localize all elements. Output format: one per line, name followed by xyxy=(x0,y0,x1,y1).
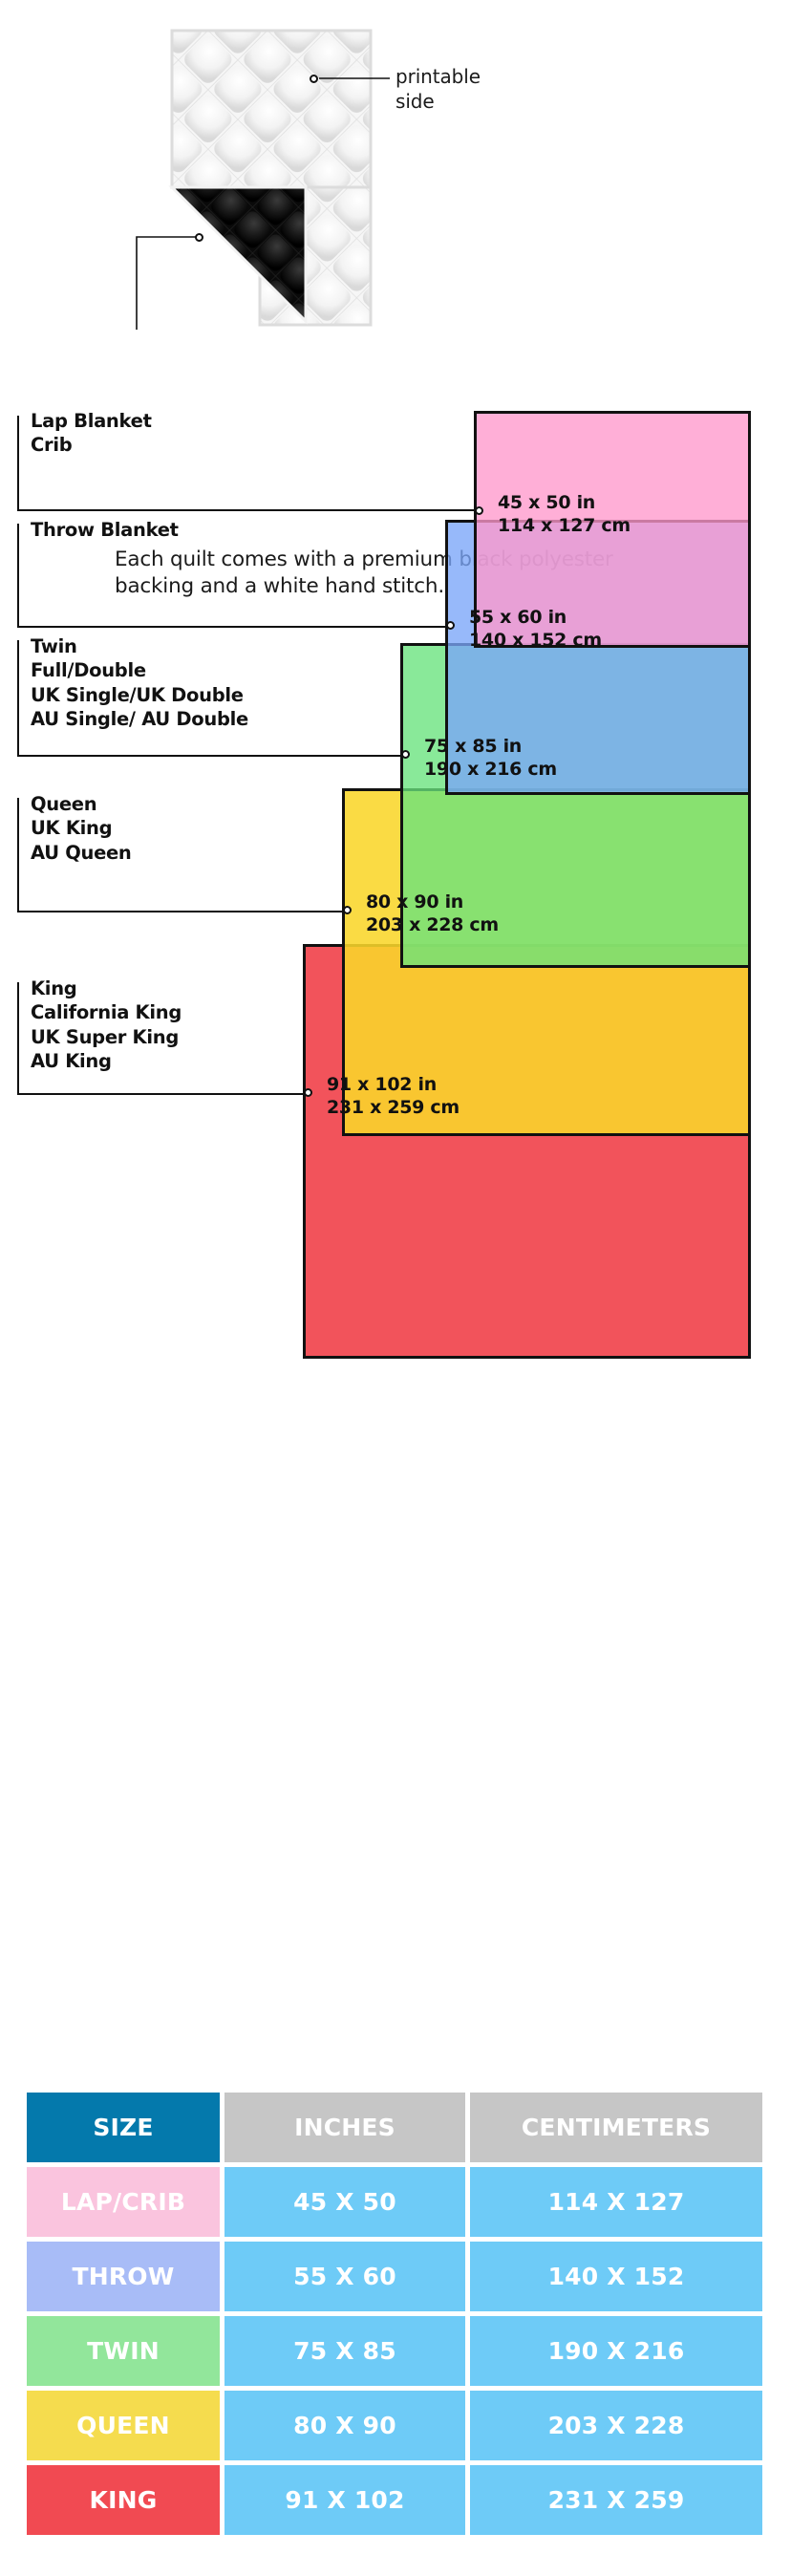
size-name: Full/Double xyxy=(31,659,146,682)
table-cell-inches: 80 X 90 xyxy=(224,2391,465,2460)
size-name: Twin xyxy=(31,635,77,657)
size-names-queen: Queen UK King AU Queen xyxy=(31,792,132,865)
size-name: Crib xyxy=(31,434,73,457)
quilt-illustration xyxy=(136,29,390,330)
size-table: SIZE INCHES CENTIMETERS LAP/CRIB 45 X 50… xyxy=(27,2093,762,2540)
dim-label-king: 91 x 102 in 231 x 259 cm xyxy=(327,1073,460,1120)
printable-side-dot-icon xyxy=(310,75,318,83)
table-cell-cm: 114 X 127 xyxy=(470,2167,762,2237)
table-header-centimeters: CENTIMETERS xyxy=(470,2093,762,2162)
table-cell-size: QUEEN xyxy=(27,2391,220,2460)
size-names-throw: Throw Blanket xyxy=(31,518,179,542)
table-cell-cm: 231 X 259 xyxy=(470,2465,762,2535)
dim-inches: 75 x 85 in xyxy=(424,736,523,757)
table-header-size: SIZE xyxy=(27,2093,220,2162)
bracket-queen xyxy=(17,798,346,912)
size-name: Throw Blanket xyxy=(31,519,179,541)
bracket-lap-crib xyxy=(17,416,478,511)
dim-cm: 140 x 152 cm xyxy=(469,630,602,652)
size-name: AU Queen xyxy=(31,841,132,864)
size-name: AU Single/ AU Double xyxy=(31,708,248,731)
size-rect-lap-crib xyxy=(474,411,751,648)
size-name: King xyxy=(31,977,77,999)
table-cell-size: LAP/CRIB xyxy=(27,2167,220,2237)
size-name: AU King xyxy=(31,1050,112,1073)
table-cell-cm: 203 X 228 xyxy=(470,2391,762,2460)
dim-cm: 190 x 216 cm xyxy=(424,759,557,781)
dim-label-throw: 55 x 60 in 140 x 152 cm xyxy=(469,606,602,653)
quilt-caption-line2: backing and a white hand stitch. xyxy=(115,574,444,599)
table-cell-size: THROW xyxy=(27,2242,220,2311)
quilt-black-backing xyxy=(168,185,308,325)
size-name: UK Single/UK Double xyxy=(31,683,244,706)
dim-inches: 55 x 60 in xyxy=(469,607,567,628)
table-header-inches: INCHES xyxy=(224,2093,465,2162)
size-name: Queen xyxy=(31,793,97,815)
bracket-twin xyxy=(17,640,404,757)
dim-inches: 91 x 102 in xyxy=(327,1074,437,1095)
table-cell-size: TWIN xyxy=(27,2316,220,2386)
table-row: THROW 55 X 60 140 X 152 xyxy=(27,2242,762,2311)
printable-side-label-line1: printable xyxy=(396,65,481,88)
dim-cm: 231 x 259 cm xyxy=(327,1097,460,1119)
backing-dot-icon xyxy=(195,233,203,242)
dim-cm: 114 x 127 cm xyxy=(498,515,631,537)
backing-leader xyxy=(136,236,199,330)
printable-side-label-line2: side xyxy=(396,89,435,113)
table-cell-inches: 91 X 102 xyxy=(224,2465,465,2535)
size-names-king: King California King UK Super King AU Ki… xyxy=(31,977,182,1073)
size-names-twin: Twin Full/Double UK Single/UK Double AU … xyxy=(31,634,248,731)
dim-inches: 80 x 90 in xyxy=(366,891,464,912)
dim-label-twin: 75 x 85 in 190 x 216 cm xyxy=(424,735,557,782)
size-name: California King xyxy=(31,1001,182,1024)
size-name: Lap Blanket xyxy=(31,410,152,432)
dim-dot-king-icon xyxy=(304,1088,312,1097)
table-cell-cm: 140 X 152 xyxy=(470,2242,762,2311)
dim-dot-lap-crib-icon xyxy=(475,506,483,515)
table-row: KING 91 X 102 231 X 259 xyxy=(27,2465,762,2535)
table-cell-size: KING xyxy=(27,2465,220,2535)
printable-side-label: printable side xyxy=(396,65,481,114)
table-cell-inches: 75 X 85 xyxy=(224,2316,465,2386)
size-name: UK King xyxy=(31,817,113,840)
table-header-row: SIZE INCHES CENTIMETERS xyxy=(27,2093,762,2162)
dim-dot-twin-icon xyxy=(401,750,410,759)
bracket-king xyxy=(17,982,307,1095)
dim-inches: 45 x 50 in xyxy=(498,492,596,513)
table-cell-inches: 55 X 60 xyxy=(224,2242,465,2311)
dim-cm: 203 x 228 cm xyxy=(366,914,499,936)
dim-dot-queen-icon xyxy=(343,906,352,914)
table-cell-inches: 45 X 50 xyxy=(224,2167,465,2237)
table-row: QUEEN 80 X 90 203 X 228 xyxy=(27,2391,762,2460)
size-names-lap-crib: Lap Blanket Crib xyxy=(31,409,152,458)
table-row: TWIN 75 X 85 190 X 216 xyxy=(27,2316,762,2386)
bracket-throw xyxy=(17,524,449,628)
size-comparison-diagram: Lap Blanket Crib 45 x 50 in 114 x 127 cm… xyxy=(0,410,791,2054)
table-row: LAP/CRIB 45 X 50 114 X 127 xyxy=(27,2167,762,2237)
dim-dot-throw-icon xyxy=(446,621,455,630)
dim-label-queen: 80 x 90 in 203 x 228 cm xyxy=(366,891,499,937)
size-name: UK Super King xyxy=(31,1025,179,1048)
table-cell-cm: 190 X 216 xyxy=(470,2316,762,2386)
dim-label-lap-crib: 45 x 50 in 114 x 127 cm xyxy=(498,491,631,538)
